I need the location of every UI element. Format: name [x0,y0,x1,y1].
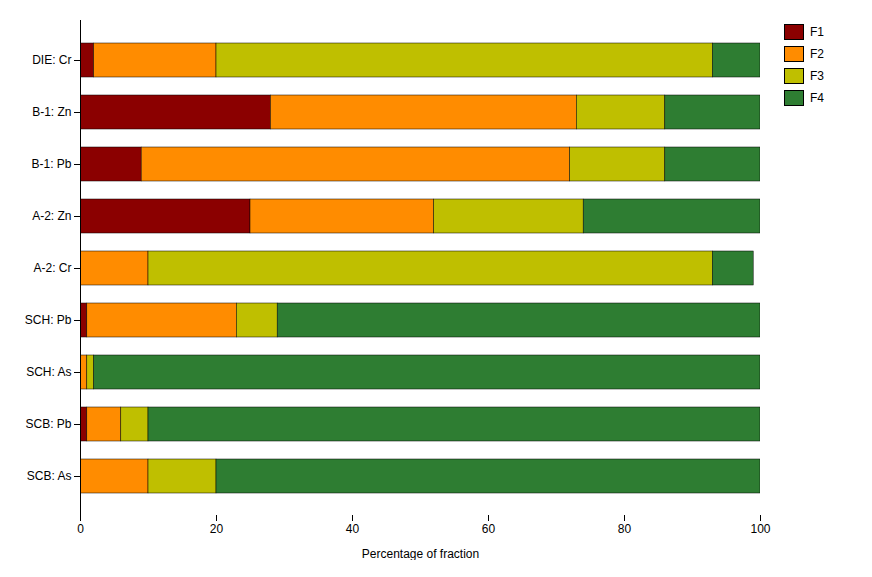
svg-text:100: 100 [750,522,770,536]
svg-text:Percentage of fraction: Percentage of fraction [362,547,479,561]
svg-text:DIE: Cr: DIE: Cr [32,53,71,67]
svg-text:B-1: Zn: B-1: Zn [32,105,71,119]
svg-text:SCB: Pb: SCB: Pb [25,417,71,431]
svg-text:40: 40 [346,522,360,536]
html-text:F3: F3 [810,69,824,83]
svg-text:60: 60 [482,522,496,536]
svg-text:SCH: Pb: SCH: Pb [25,313,72,327]
svg-text:SCH: As: SCH: As [26,365,71,379]
html-text:F4: F4 [810,91,824,105]
svg-text:B-1: Pb: B-1: Pb [31,157,71,171]
html-text:F1: F1 [810,25,824,39]
svg-text:SCB: As: SCB: As [27,469,72,483]
svg-text:A-2: Cr: A-2: Cr [33,261,71,275]
svg-text:80: 80 [618,522,632,536]
svg-text:20: 20 [210,522,224,536]
html-text:F2: F2 [810,47,824,61]
svg-text:A-2: Zn: A-2: Zn [32,209,71,223]
svg-text:0: 0 [77,522,84,536]
